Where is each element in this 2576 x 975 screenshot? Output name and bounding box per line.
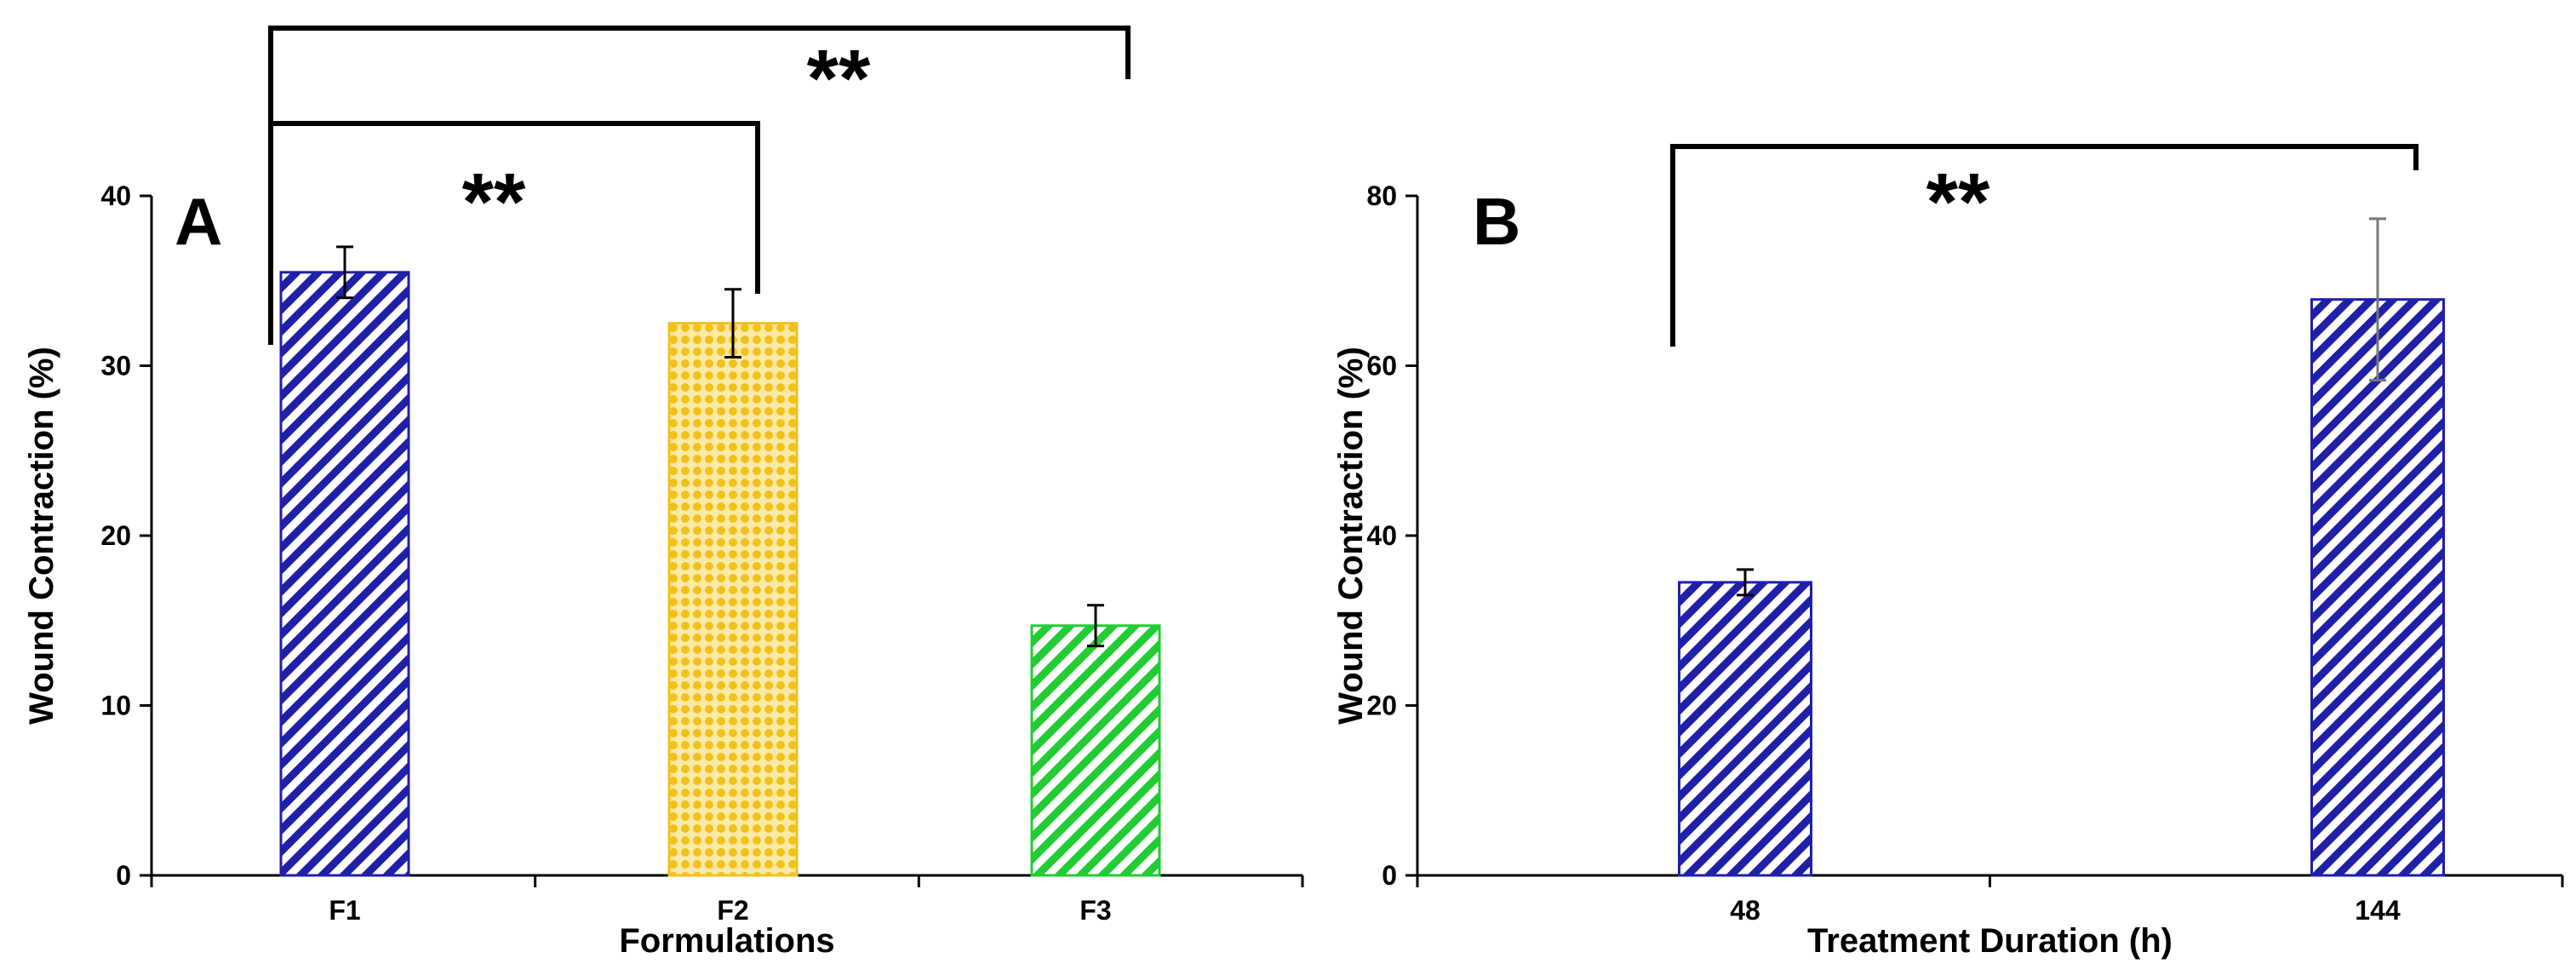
- panel-a-bar-f3: [1030, 624, 1161, 877]
- panel-a-letter: A: [175, 184, 222, 259]
- panel-b-bar-144: [2310, 298, 2445, 877]
- panel-a-bar-f2: [667, 322, 799, 877]
- panel-a-category-label: F3: [1079, 895, 1111, 926]
- panel-b-y-tick-label: 40: [1366, 520, 1397, 551]
- panel-b-x-axis-title: Treatment Duration (h): [1807, 922, 2172, 960]
- panel-a-x-axis-title: Formulations: [619, 922, 834, 960]
- panel-b-y-tick-label: 80: [1366, 181, 1397, 211]
- panel-a-significance-bracket: [268, 26, 1131, 249]
- panel-a-category-label: F2: [717, 895, 748, 926]
- panel-a-y-tick-label: 0: [116, 860, 131, 891]
- panel-a-significance-label: **: [807, 33, 871, 124]
- panel-a-y-axis-title: Wound Contraction (%): [23, 347, 60, 725]
- panel-b-y-tick-label: 60: [1366, 351, 1397, 381]
- panel-a-y-tick-label: 10: [100, 691, 131, 721]
- panel-b-y-tick-label: 0: [1382, 860, 1397, 891]
- panel-b-category-label: 48: [1730, 895, 1760, 926]
- panel-a-y-tick-label: 40: [100, 181, 131, 211]
- panel-a-bar-f1: [279, 271, 410, 877]
- panel-b-y-tick-label: 20: [1366, 691, 1397, 721]
- panel-b-significance-label: **: [1926, 157, 1990, 248]
- panel-a-y-tick-label: 30: [100, 351, 131, 381]
- panel-b-chart: 0 20 40 60 80 48 144 Treatment Duration (h) Woun…: [1332, 144, 2564, 960]
- panel-a-y-tick-label: 20: [100, 520, 131, 551]
- panel-b-letter: B: [1473, 184, 1520, 259]
- panel-a-significance-label: **: [462, 157, 526, 248]
- panel-b-bar-48: [1678, 581, 1812, 877]
- panel-b-category-label: 144: [2355, 895, 2401, 926]
- panel-a-chart: 0 10 20 30 40 F1 F2 F3 Formulations Wound Contrac…: [23, 26, 1304, 960]
- panel-b-significance-bracket: [1670, 144, 2419, 347]
- panel-a-category-label: F1: [329, 895, 360, 926]
- panel-b-y-axis-title: Wound Contraction (%): [1332, 347, 1370, 725]
